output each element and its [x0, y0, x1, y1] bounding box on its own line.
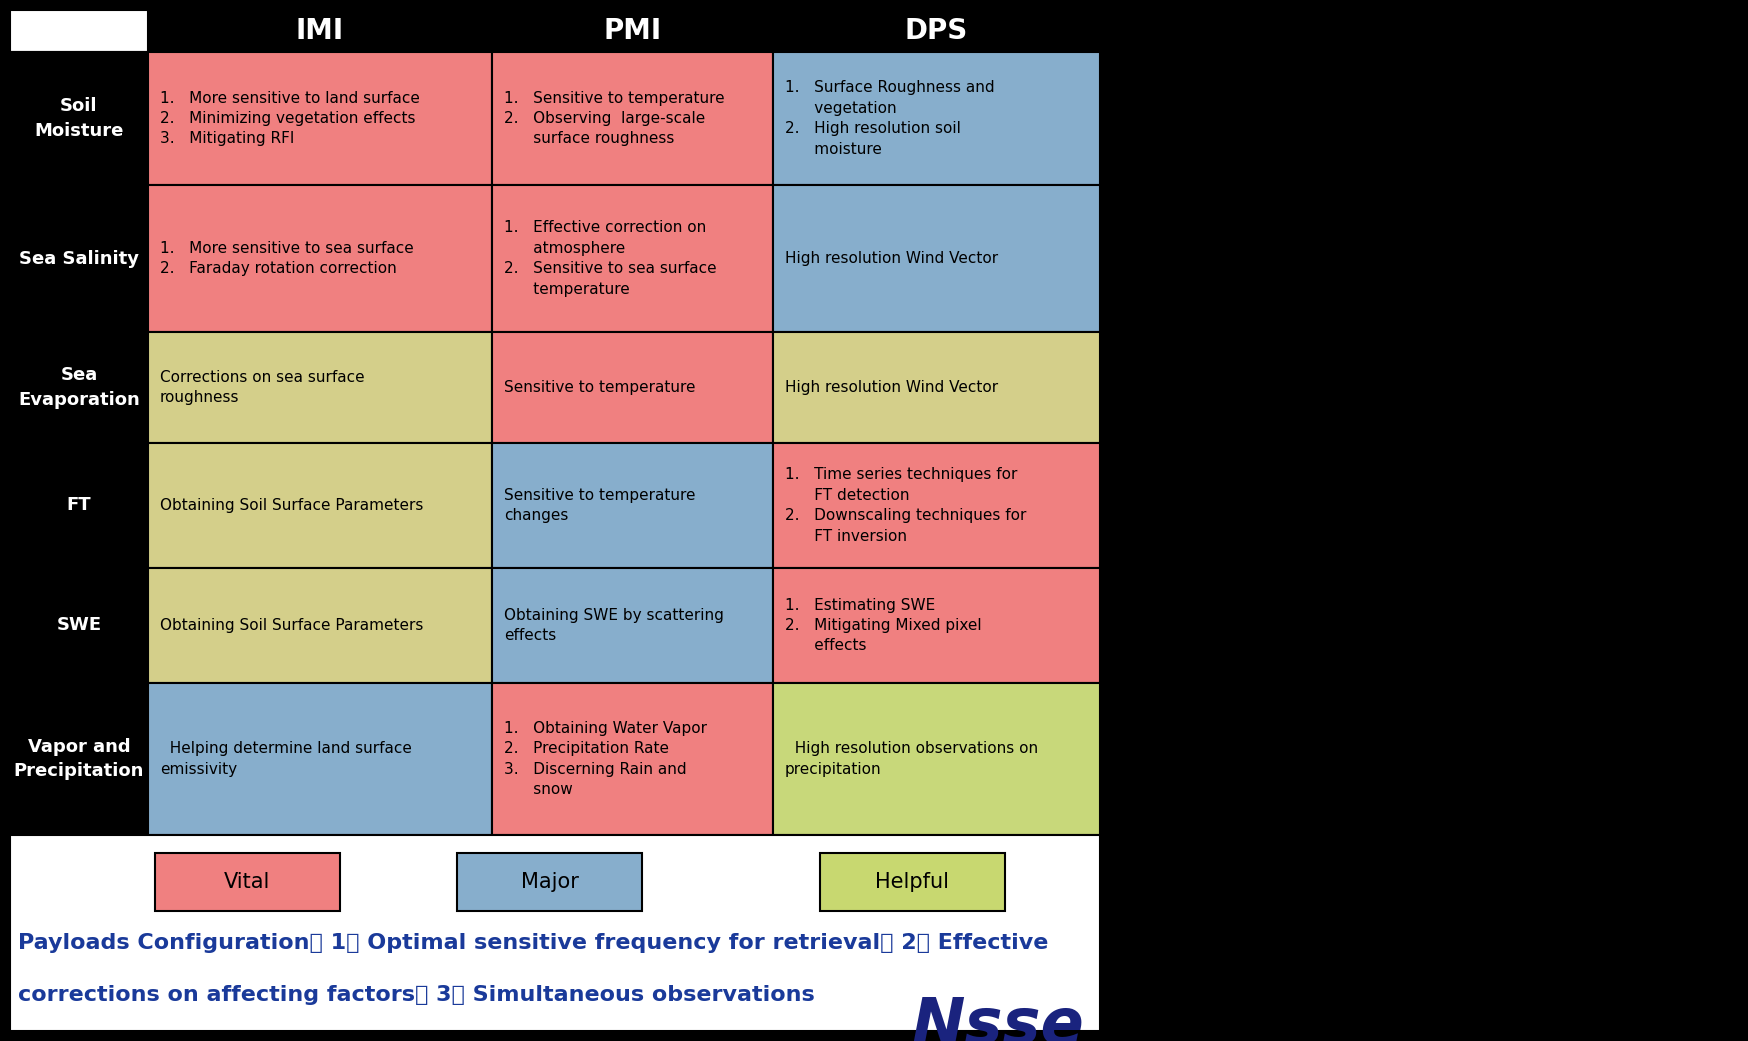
Bar [149, 683, 491, 835]
Bar [773, 332, 1099, 443]
Text: 1.   Time series techniques for
      FT detection
2.   Downscaling techniques f: 1. Time series techniques for FT detecti… [785, 467, 1026, 543]
Text: Major: Major [521, 872, 579, 892]
Bar [149, 568, 491, 683]
Bar [149, 10, 491, 52]
Text: Vital: Vital [224, 872, 271, 892]
Text: IMI: IMI [295, 17, 344, 45]
Text: 1.   Sensitive to temperature
2.   Observing  large-scale
      surface roughnes: 1. Sensitive to temperature 2. Observing… [503, 91, 724, 147]
Text: DPS: DPS [904, 17, 968, 45]
Bar [773, 443, 1099, 568]
Text: Sensitive to temperature
changes: Sensitive to temperature changes [503, 488, 696, 524]
Text: SWE: SWE [56, 616, 101, 635]
Bar [10, 10, 149, 52]
Bar [491, 185, 773, 332]
Bar [149, 443, 491, 568]
Text: Helpful: Helpful [876, 872, 949, 892]
Text: Obtaining SWE by scattering
effects: Obtaining SWE by scattering effects [503, 608, 724, 643]
Bar [149, 332, 491, 443]
Bar [10, 683, 149, 835]
Text: 1.   More sensitive to land surface
2.   Minimizing vegetation effects
3.   Miti: 1. More sensitive to land surface 2. Min… [159, 91, 420, 147]
Bar [773, 10, 1099, 52]
Bar [491, 443, 773, 568]
Bar [149, 52, 491, 185]
Text: High resolution Wind Vector: High resolution Wind Vector [785, 251, 998, 266]
Bar [773, 683, 1099, 835]
Text: Sensitive to temperature: Sensitive to temperature [503, 380, 696, 395]
Bar [456, 853, 642, 911]
Text: Payloads Configuration： 1） Optimal sensitive frequency for retrieval， 2） Effecti: Payloads Configuration： 1） Optimal sensi… [17, 933, 1047, 953]
Text: corrections on affecting factors， 3） Simultaneous observations: corrections on affecting factors， 3） Sim… [17, 985, 815, 1005]
Text: Nsse: Nsse [912, 995, 1084, 1041]
Text: Sea Salinity: Sea Salinity [19, 250, 138, 268]
Text: Sea
Evaporation: Sea Evaporation [17, 366, 140, 409]
Bar [156, 853, 339, 911]
Bar [491, 683, 773, 835]
Bar [491, 568, 773, 683]
Bar [773, 185, 1099, 332]
Text: Vapor and
Precipitation: Vapor and Precipitation [14, 738, 143, 780]
Text: Obtaining Soil Surface Parameters: Obtaining Soil Surface Parameters [159, 618, 423, 633]
Text: 1.   More sensitive to sea surface
2.   Faraday rotation correction: 1. More sensitive to sea surface 2. Fara… [159, 240, 414, 276]
Bar [10, 568, 149, 683]
Text: PMI: PMI [603, 17, 661, 45]
Text: FT: FT [66, 497, 91, 514]
Bar [10, 332, 149, 443]
Bar [10, 10, 1099, 835]
Bar [10, 443, 149, 568]
Text: 1.   Obtaining Water Vapor
2.   Precipitation Rate
3.   Discerning Rain and
    : 1. Obtaining Water Vapor 2. Precipitatio… [503, 721, 706, 797]
Bar [773, 568, 1099, 683]
Text: Obtaining Soil Surface Parameters: Obtaining Soil Surface Parameters [159, 498, 423, 513]
Text: Helping determine land surface
emissivity: Helping determine land surface emissivit… [159, 741, 411, 777]
Bar [773, 52, 1099, 185]
Text: Soil
Moisture: Soil Moisture [35, 98, 124, 139]
Bar [491, 332, 773, 443]
Text: 1.   Effective correction on
      atmosphere
2.   Sensitive to sea surface
    : 1. Effective correction on atmosphere 2.… [503, 221, 717, 297]
Bar [491, 10, 773, 52]
Bar [10, 52, 149, 185]
Bar [10, 835, 1099, 1031]
Bar [820, 853, 1005, 911]
Bar [149, 185, 491, 332]
Text: Corrections on sea surface
roughness: Corrections on sea surface roughness [159, 370, 364, 405]
Text: 1.   Surface Roughness and
      vegetation
2.   High resolution soil
      mois: 1. Surface Roughness and vegetation 2. H… [785, 80, 995, 156]
Text: High resolution observations on
precipitation: High resolution observations on precipit… [785, 741, 1038, 777]
Bar [491, 52, 773, 185]
Text: 1.   Estimating SWE
2.   Mitigating Mixed pixel
      effects: 1. Estimating SWE 2. Mitigating Mixed pi… [785, 598, 981, 654]
Text: High resolution Wind Vector: High resolution Wind Vector [785, 380, 998, 395]
Bar [10, 185, 149, 332]
